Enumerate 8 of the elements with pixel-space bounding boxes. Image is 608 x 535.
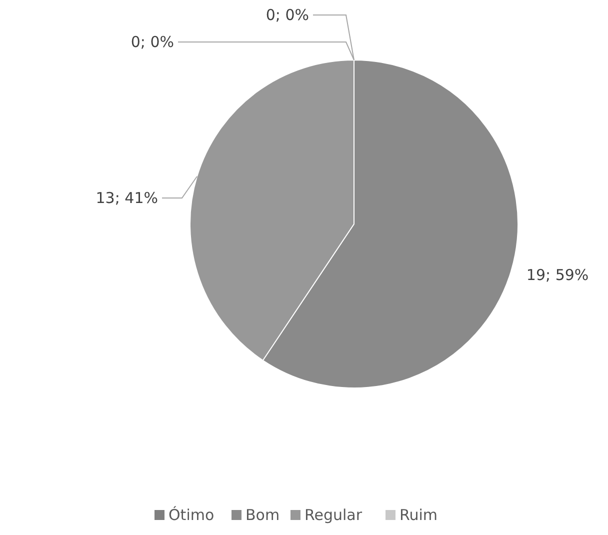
legend-label: Bom xyxy=(246,506,280,524)
legend-label: Ruim xyxy=(400,506,438,524)
text: 0; 0% xyxy=(130,33,174,51)
legend-label: Ótimo xyxy=(168,506,214,524)
data-label: 13; 41% xyxy=(96,189,158,207)
legend-label: Regular xyxy=(304,506,363,524)
text: 0; 0% xyxy=(266,6,309,24)
data-label: 19; 59% xyxy=(526,266,589,284)
